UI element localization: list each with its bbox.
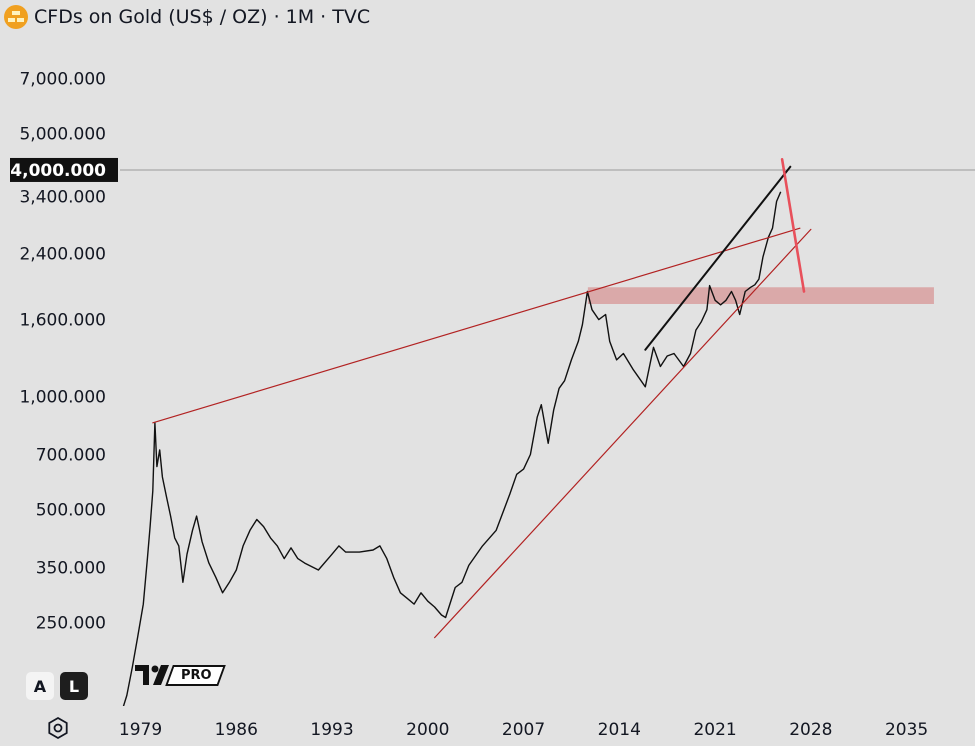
channel-line xyxy=(644,165,792,351)
x-tick-label: 1986 xyxy=(215,720,258,740)
y-tick-label: 350.000 xyxy=(36,559,106,579)
auto-scale-button[interactable]: A xyxy=(26,672,54,700)
y-tick-label: 5,000.000 xyxy=(19,125,106,145)
x-tick-label: 1979 xyxy=(119,720,162,740)
pro-badge: PRO xyxy=(165,664,226,686)
y-tick-label: 1,600.000 xyxy=(19,311,106,331)
current-price-badge xyxy=(10,157,118,182)
chart-header: CFDs on Gold (US$ / OZ) · 1M · TVC xyxy=(4,4,370,30)
x-tick-label: 1993 xyxy=(310,720,353,740)
y-tick-label: 1,000.000 xyxy=(19,387,106,407)
y-tick-label: 500.000 xyxy=(36,500,106,520)
resistance-trendline xyxy=(152,227,801,424)
support-zone xyxy=(587,287,934,304)
y-tick-label: 7,000.000 xyxy=(19,70,106,90)
x-tick-label: 2021 xyxy=(693,720,736,740)
x-tick-label: 2035 xyxy=(885,720,928,740)
x-tick-label: 2028 xyxy=(789,720,832,740)
projection-arrow xyxy=(780,158,806,293)
current-price-label: 4,000.000 xyxy=(10,161,106,181)
chart-title: CFDs on Gold (US$ / OZ) · 1M · TVC xyxy=(34,6,371,28)
gold-price-series xyxy=(122,191,782,706)
tradingview-logo[interactable]: PRO xyxy=(135,663,226,687)
x-tick-label: 2014 xyxy=(598,720,641,740)
tradingview-icon xyxy=(135,665,169,685)
x-tick-label: 2007 xyxy=(502,720,545,740)
support-trendline xyxy=(434,228,812,639)
x-tick-label: 2000 xyxy=(406,720,449,740)
gold-symbol-icon xyxy=(4,5,28,29)
log-scale-button[interactable]: L xyxy=(60,672,88,700)
y-tick-label: 3,400.000 xyxy=(19,187,106,207)
settings-gear-icon[interactable] xyxy=(46,716,70,740)
y-tick-label: 2,400.000 xyxy=(19,244,106,264)
y-tick-label: 700.000 xyxy=(36,446,106,466)
y-tick-label: 250.000 xyxy=(36,614,106,634)
